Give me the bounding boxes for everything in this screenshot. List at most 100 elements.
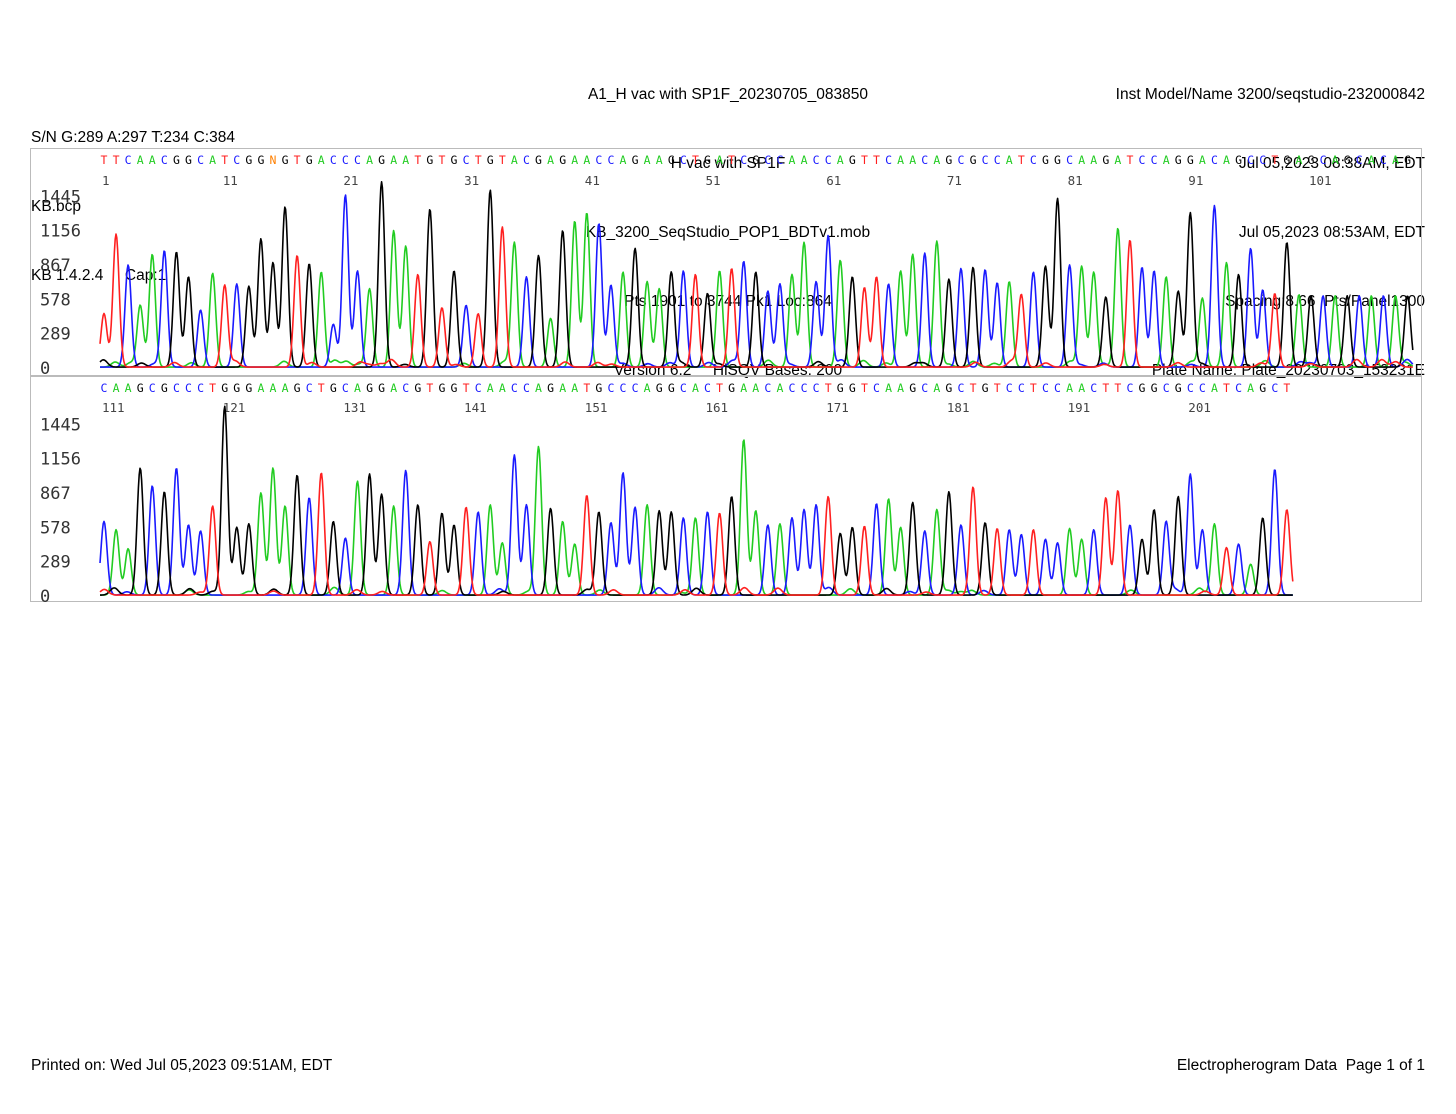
base-call-81: C (1066, 153, 1073, 167)
base-call-37: G (535, 153, 542, 167)
y-axis-label: 1156 (40, 450, 81, 470)
base-call-131: C (342, 381, 349, 395)
base-call-62: A (837, 153, 844, 167)
base-call-51: G (704, 153, 711, 167)
base-call-184: G (982, 381, 989, 395)
trace-g-black (100, 405, 1293, 596)
base-call-80: G (1054, 153, 1061, 167)
base-call-109: G (1404, 153, 1411, 167)
base-position-label: 31 (464, 173, 479, 188)
base-position-label: 151 (585, 400, 608, 415)
base-call-122: G (233, 381, 240, 395)
base-call-67: A (897, 153, 904, 167)
base-call-90: G (1175, 153, 1182, 167)
base-call-103: A (1332, 153, 1339, 167)
y-axis-label: 578 (40, 518, 71, 538)
trace-a-green (100, 439, 1293, 596)
base-position-label: 81 (1068, 173, 1083, 188)
base-call-181: G (945, 381, 952, 395)
base-position-label: 111 (102, 400, 125, 415)
y-axis-label: 289 (40, 325, 71, 345)
base-call-190: C (1054, 381, 1061, 395)
base-call-29: T (438, 153, 445, 167)
base-call-55: G (752, 153, 759, 167)
base-call-163: G (728, 381, 735, 395)
base-call-16: G (282, 153, 289, 167)
base-call-106: A (1368, 153, 1375, 167)
base-call-132: A (354, 381, 361, 395)
base-call-70: A (933, 153, 940, 167)
base-position-label: 21 (343, 173, 358, 188)
base-call-124: A (257, 381, 264, 395)
base-call-68: A (909, 153, 916, 167)
base-call-23: A (366, 153, 373, 167)
base-call-4: A (137, 153, 144, 167)
base-call-204: T (1223, 381, 1230, 395)
base-position-label: 11 (223, 173, 238, 188)
y-axis-label: 867 (40, 484, 71, 504)
base-call-50: T (692, 153, 699, 167)
base-call-166: C (764, 381, 771, 395)
base-call-207: G (1259, 381, 1266, 395)
base-call-66: C (885, 153, 892, 167)
base-call-101: G (1308, 153, 1315, 167)
base-call-146: C (523, 381, 530, 395)
base-call-28: G (426, 153, 433, 167)
base-call-165: A (752, 381, 759, 395)
base-call-79: G (1042, 153, 1049, 167)
base-call-95: G (1235, 153, 1242, 167)
base-call-178: G (909, 381, 916, 395)
base-call-201: C (1187, 381, 1194, 395)
base-call-75: C (994, 153, 1001, 167)
base-call-177: A (897, 381, 904, 395)
base-call-94: A (1223, 153, 1230, 167)
base-call-83: A (1090, 153, 1097, 167)
base-call-57: C (776, 153, 783, 167)
base-call-199: C (1163, 381, 1170, 395)
base-call-168: C (789, 381, 796, 395)
y-axis-label: 1156 (40, 222, 81, 242)
base-call-208: C (1271, 381, 1278, 395)
y-axis-label: 867 (40, 256, 71, 276)
base-call-22: C (354, 153, 361, 167)
base-call-35: A (511, 153, 518, 167)
base-call-9: C (197, 153, 204, 167)
base-call-189: C (1042, 381, 1049, 395)
base-call-59: A (801, 153, 808, 167)
base-call-130: G (330, 381, 337, 395)
base-call-139: G (438, 381, 445, 395)
base-call-186: C (1006, 381, 1013, 395)
base-call-102: C (1320, 153, 1327, 167)
base-call-174: T (861, 381, 868, 395)
base-call-205: C (1235, 381, 1242, 395)
base-call-104: G (1344, 153, 1351, 167)
base-call-1: T (101, 153, 108, 167)
base-call-162: T (716, 381, 723, 395)
base-call-144: A (499, 381, 506, 395)
base-call-107: C (1380, 153, 1387, 167)
base-call-118: C (185, 381, 192, 395)
base-call-43: C (607, 153, 614, 167)
base-call-167: A (776, 381, 783, 395)
base-call-116: G (161, 381, 168, 395)
base-call-52: A (716, 153, 723, 167)
base-call-137: G (414, 381, 421, 395)
base-call-34: T (499, 153, 506, 167)
base-position-label: 191 (1068, 400, 1091, 415)
base-call-160: A (692, 381, 699, 395)
base-call-32: T (475, 153, 482, 167)
base-call-154: C (620, 381, 627, 395)
base-call-18: G (306, 153, 313, 167)
base-call-150: A (571, 381, 578, 395)
base-call-196: C (1126, 381, 1133, 395)
base-call-134: G (378, 381, 385, 395)
base-call-114: G (137, 381, 144, 395)
trace-t-red (99, 226, 1413, 368)
base-call-191: A (1066, 381, 1073, 395)
base-call-135: A (390, 381, 397, 395)
base-call-92: A (1199, 153, 1206, 167)
base-position-label: 161 (706, 400, 729, 415)
base-call-158: G (668, 381, 675, 395)
base-call-91: G (1187, 153, 1194, 167)
base-position-label: 121 (223, 400, 246, 415)
